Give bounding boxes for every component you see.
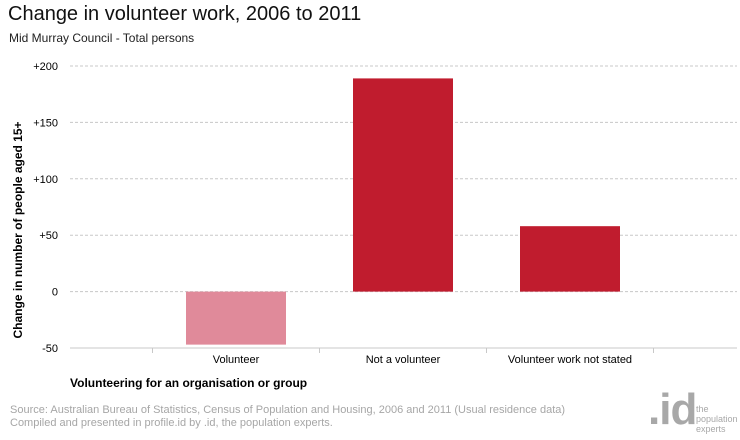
source-note: Source: Australian Bureau of Statistics,… bbox=[10, 404, 565, 430]
x-tick-labels: Volunteer Not a volunteer Volunteer work n… bbox=[152, 348, 654, 366]
source-line: Source: Australian Bureau of Statistics,… bbox=[10, 404, 566, 416]
y-tick-label: +200 bbox=[33, 61, 58, 73]
y-tick-label: +50 bbox=[39, 230, 58, 242]
x-tick-label: Volunteer bbox=[213, 354, 260, 366]
chart-title: Change in volunteer work, 2006 to 2011 bbox=[8, 3, 362, 25]
x-tick-label: Not a volunteer bbox=[366, 354, 441, 366]
y-tick-label: +100 bbox=[33, 174, 58, 186]
y-tick-label: 0 bbox=[52, 287, 58, 299]
y-tick-label: -50 bbox=[42, 343, 58, 355]
gridlines bbox=[70, 65, 737, 293]
bar bbox=[186, 291, 286, 345]
bar-chart: -50 0 +50 +100 +150 +200 Volunteer Not a volun… bbox=[11, 61, 737, 366]
chart-subtitle: Mid Murray Council - Total persons bbox=[9, 31, 195, 45]
y-tick-label: +150 bbox=[33, 117, 58, 129]
x-tick-label: Volunteer work not stated bbox=[508, 354, 632, 366]
bars bbox=[186, 78, 620, 345]
compiled-line: Compiled and presented in profile.id by … bbox=[10, 417, 333, 429]
bar bbox=[520, 226, 620, 292]
logo-mark: .id bbox=[648, 385, 697, 434]
y-tick-labels: -50 0 +50 +100 +150 +200 bbox=[33, 61, 58, 355]
bar bbox=[353, 78, 453, 292]
x-axis-label: Volunteering for an organisation or grou… bbox=[70, 376, 308, 390]
id-logo: .id the population experts bbox=[648, 388, 738, 438]
y-axis-label: Change in number of people aged 15+ bbox=[11, 121, 25, 338]
logo-tagline: the population experts bbox=[696, 404, 738, 434]
